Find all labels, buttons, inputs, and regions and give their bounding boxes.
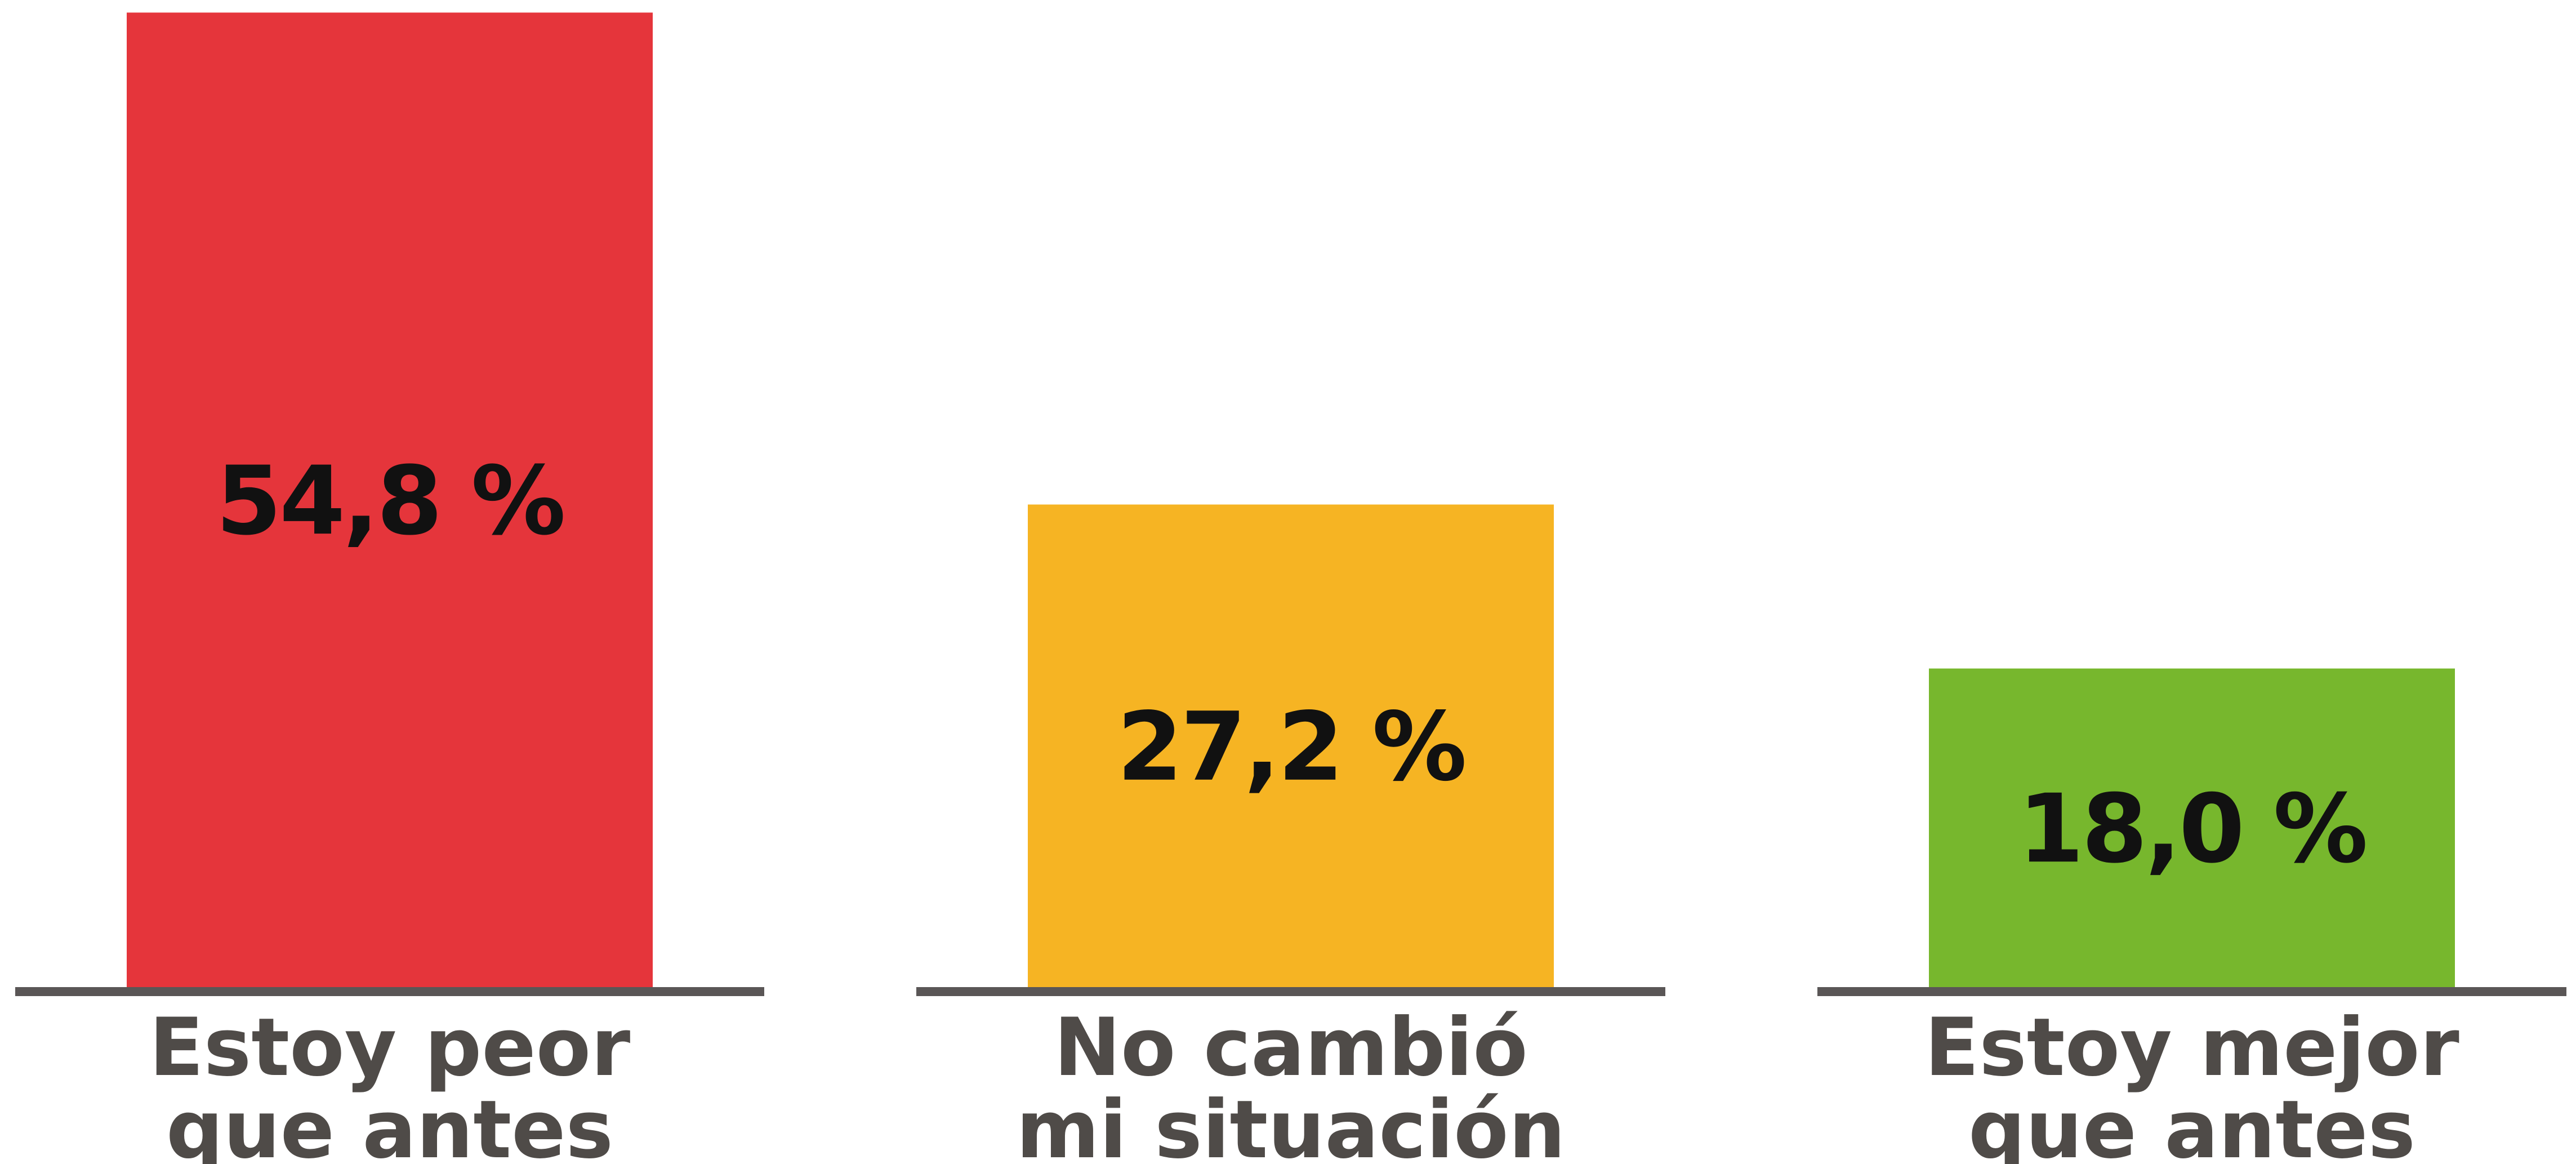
category-label-3-line-1: Estoy mejor (1924, 1001, 2459, 1094)
baseline-1 (15, 987, 764, 996)
value-label-1: 54,8 % (216, 446, 563, 556)
category-label-1-line-1: Estoy peor (149, 1001, 631, 1094)
baseline-2 (916, 987, 1665, 996)
baselines-layer (15, 987, 2566, 996)
bar-1 (127, 12, 653, 990)
bar-3 (1929, 668, 2455, 989)
category-label-3-line-2: que antes (1968, 1083, 2415, 1164)
value-label-3: 18,0 % (2018, 774, 2365, 884)
category-label-2-line-2: mi situación (1016, 1083, 1566, 1164)
value-label-2: 27,2 % (1117, 692, 1464, 802)
category-label-1-line-2: que antes (166, 1083, 613, 1164)
category-label-2-line-1: No cambió (1054, 1001, 1528, 1094)
baseline-3 (1817, 987, 2566, 996)
bar-2 (1028, 504, 1554, 989)
bars-layer (127, 12, 2455, 990)
